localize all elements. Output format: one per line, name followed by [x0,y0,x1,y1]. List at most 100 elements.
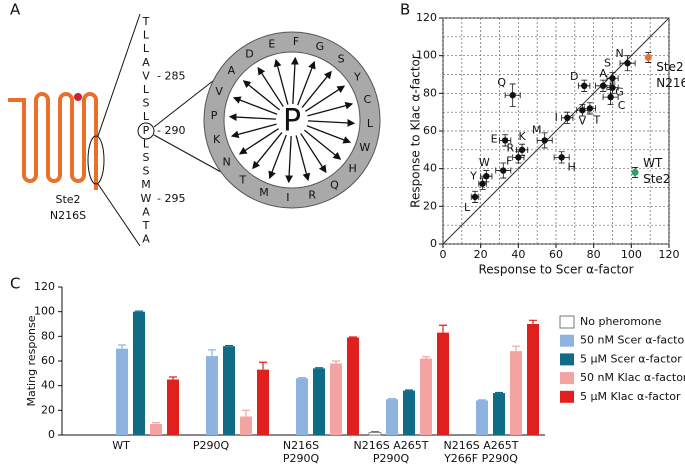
bar [116,348,128,435]
wheel-arrow [307,101,354,117]
wheel-letter: R [308,188,316,201]
wheel-arrow [295,135,311,182]
wheel-letter: K [213,133,221,146]
point [599,82,607,90]
legend-swatch [560,372,574,385]
point [581,82,588,90]
sequence-letter: S [143,151,150,164]
wheel-letter: V [215,85,223,98]
wheel-letter: D [245,48,253,61]
wheel-arrow [252,132,283,170]
wheel-arrow [306,125,352,144]
point-label: I [555,111,558,124]
bar [493,393,505,435]
y-axis-label: Response to Klac α-factor [409,54,423,208]
point-label: H [568,160,576,173]
wheel-arrow [228,113,277,121]
legend-label: 5 µM Klac α-factor [580,390,681,403]
point-label: R [507,141,515,154]
wheel-arrow [300,133,327,174]
point-label: F [506,155,512,168]
mutation-dot [74,93,82,101]
highlight-label: Ste2 [643,172,670,186]
error-bar [135,310,143,312]
error-bar [208,349,216,357]
x-axis-label: Response to Scer α-factor [478,263,633,277]
point-label: W [479,156,490,169]
point [483,173,490,180]
y-tick-label: 0 [48,428,55,441]
point-label: Y [469,170,477,183]
wheel-letter: P [211,109,218,122]
wheel-arrow [304,129,342,160]
position-label: - 290 [157,124,185,137]
point-label: A [599,67,607,80]
point-label: C [618,99,626,112]
bar [150,423,162,435]
error-bar [332,360,340,364]
bar [167,379,179,435]
wheel-letter: Y [353,71,361,84]
point-label: T [593,113,601,126]
legend-swatch [560,334,574,347]
y-tick-label: 80 [41,329,55,342]
point [624,60,631,67]
wheel-arrow [305,85,346,112]
y-tick-label: 0 [430,237,437,250]
sequence-letter: T [142,219,150,232]
wheel-arrow [291,56,299,105]
sequence-letter: A [142,233,150,246]
highlight-label: WT [643,156,663,170]
error-bar [298,377,306,379]
wheel-letter: H [348,162,356,175]
legend-swatch [559,315,575,329]
error-bar [478,399,486,401]
wheel-center: P [283,104,301,139]
y-tick-label: 40 [41,379,55,392]
zoom-ellipse [87,135,105,185]
point [607,93,614,101]
point [518,146,526,154]
sequence-letter: M [141,178,151,191]
sequence-letter: W [141,192,152,205]
sequence-letter: P [143,124,150,137]
wheel-arrow [230,123,277,139]
panel-label: B [400,1,410,19]
point [501,137,509,144]
legend-swatch [560,353,574,366]
point [509,92,516,99]
y-tick-label: 60 [41,354,55,367]
error-bar [259,361,267,370]
membrane [8,92,98,190]
wheel-arrow [232,96,278,115]
bar [223,346,235,435]
bar [476,400,488,435]
bar [527,324,539,435]
wheel-arrow [257,66,284,107]
sequence-letter: L [143,42,150,55]
sequence-letter: L [143,29,150,42]
x-tick-label: N216S A265T Y266F P290Q [443,439,519,465]
bar [330,363,342,435]
zoom-line [97,13,141,137]
sequence-letter: A [142,56,150,69]
sequence-letter: S [143,165,150,178]
error-bar [439,324,447,333]
wheel-letter: N [222,155,230,168]
wheel-letter: I [286,191,289,204]
bar [296,378,308,435]
bar [437,332,449,435]
bar [510,351,522,435]
error-bar [405,389,413,391]
point [564,114,571,122]
x-tick-label: WT [112,439,130,452]
point-label: M [532,123,542,136]
wheel-letter: A [228,64,236,77]
highlight-label: Ste2 [656,60,683,74]
y-tick-label: 20 [41,403,55,416]
point [541,137,548,144]
point-label: L [464,201,471,214]
x-tick-label: N216S P290Q [282,439,320,465]
point-label: G [615,86,624,99]
